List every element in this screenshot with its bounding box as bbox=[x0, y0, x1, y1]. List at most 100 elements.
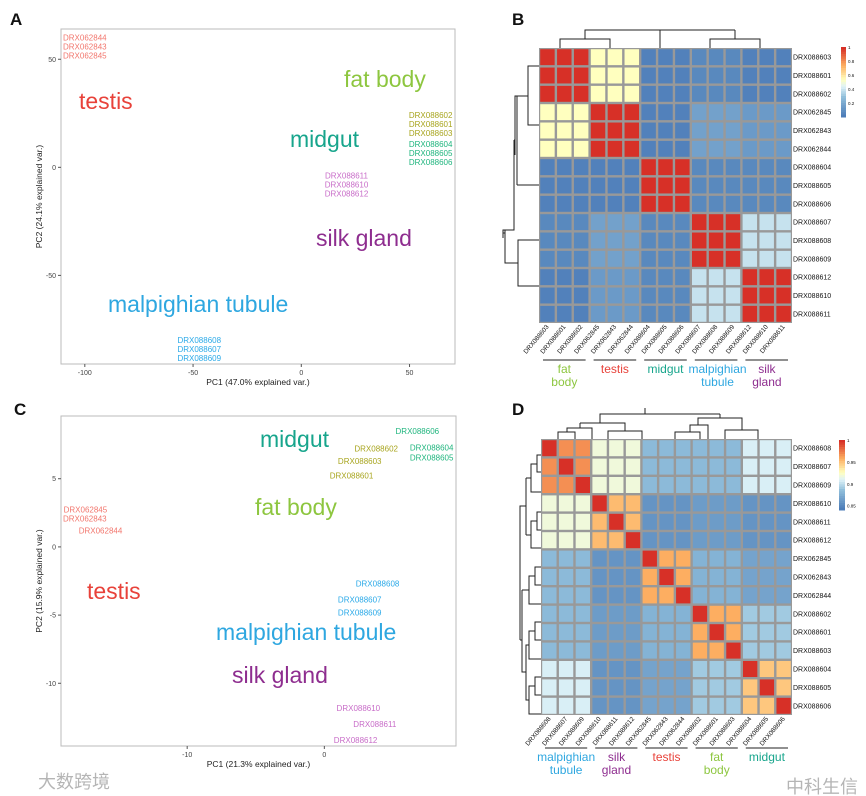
colorbar-tick-label: 0.9 bbox=[847, 482, 854, 487]
heatmap-cell bbox=[725, 159, 741, 176]
heatmap-cell bbox=[557, 305, 572, 322]
y-tick-label: -50 bbox=[46, 273, 56, 280]
heatmap-cell bbox=[557, 232, 572, 249]
heatmap-cell bbox=[573, 305, 589, 322]
heatmap-cell bbox=[776, 697, 791, 714]
heatmap-cell bbox=[592, 477, 607, 493]
colorbar-segment bbox=[841, 56, 846, 60]
heatmap-cell bbox=[659, 624, 674, 641]
heatmap-cell bbox=[625, 532, 641, 549]
annotation-a-malpighian-tubule: malpighian tubule bbox=[108, 291, 289, 317]
heatmap-cell bbox=[692, 269, 707, 286]
heatmap-cell bbox=[609, 477, 624, 493]
heatmap-cell bbox=[575, 642, 590, 659]
heatmap-cell bbox=[675, 195, 690, 212]
colorbar-segment bbox=[839, 442, 845, 446]
colorbar-segment bbox=[841, 82, 846, 85]
heatmap-cell bbox=[725, 67, 741, 84]
heatmap-cell bbox=[540, 67, 555, 84]
row-label: DRX088612 bbox=[793, 275, 831, 282]
heatmap-cell bbox=[573, 177, 589, 194]
heatmap-cell bbox=[642, 550, 657, 567]
x-axis-label: PC1 (47.0% explained var.) bbox=[206, 377, 310, 387]
y-axis-label: PC2 (24.1% explained var.) bbox=[34, 145, 44, 249]
heatmap-cell bbox=[607, 305, 623, 322]
point-label-drx062845: DRX062845 bbox=[64, 505, 108, 514]
heatmap-cell bbox=[776, 214, 791, 231]
row-label: DRX088612 bbox=[793, 538, 831, 545]
heatmap-cell bbox=[743, 550, 758, 567]
heatmap-cell bbox=[676, 697, 691, 714]
heatmap-cell bbox=[659, 679, 674, 696]
point-label-drx088606: DRX088606 bbox=[409, 158, 453, 167]
annotation-a-silk-gland: silk gland bbox=[316, 225, 412, 251]
colorbar-segment bbox=[841, 93, 846, 97]
heatmap-cell bbox=[708, 85, 724, 102]
heatmap-cell bbox=[725, 214, 741, 231]
heatmap-cell bbox=[558, 495, 574, 512]
heatmap-cell bbox=[675, 305, 690, 322]
group-label-line: gland bbox=[752, 374, 782, 389]
heatmap-cell bbox=[557, 269, 572, 286]
panel-letter-d: D bbox=[512, 400, 525, 419]
group-label-line: body bbox=[703, 762, 730, 777]
heatmap-cell bbox=[625, 440, 641, 457]
colorbar-segment bbox=[839, 470, 845, 474]
heatmap-cell bbox=[726, 513, 741, 530]
row-label: DRX088605 bbox=[793, 183, 831, 190]
heatmap-cell bbox=[592, 550, 607, 567]
group-label-line: midgut bbox=[748, 750, 785, 764]
heatmap-cell bbox=[540, 250, 555, 267]
heatmap-cell bbox=[658, 214, 673, 231]
heatmap-cell bbox=[642, 513, 657, 530]
heatmap-cell bbox=[708, 122, 724, 139]
heatmap-cell bbox=[542, 605, 557, 622]
group-label-line: silk bbox=[758, 362, 776, 376]
colorbar-segment bbox=[841, 98, 846, 102]
heatmap-cell bbox=[776, 513, 791, 530]
heatmap-cell bbox=[573, 195, 589, 212]
colorbar-tick-label: 1 bbox=[847, 438, 850, 443]
colorbar-segment bbox=[841, 107, 846, 111]
colorbar-segment bbox=[839, 449, 845, 453]
point-label-drx088607: DRX088607 bbox=[338, 596, 382, 605]
heatmap-cell bbox=[592, 642, 607, 659]
heatmap-cell bbox=[542, 679, 557, 696]
heatmap-cell bbox=[625, 605, 641, 622]
point-label-drx088609: DRX088609 bbox=[338, 609, 382, 618]
heatmap-cell bbox=[607, 177, 623, 194]
plot-area-a bbox=[60, 28, 456, 365]
heatmap-cell bbox=[557, 287, 572, 304]
heatmap-cell bbox=[658, 49, 673, 66]
group-label-midgut: midgut bbox=[749, 751, 785, 764]
heatmap-cell bbox=[658, 104, 673, 121]
heatmap-cell bbox=[575, 513, 590, 530]
heatmap-cell bbox=[573, 122, 589, 139]
group-label-line: silk bbox=[607, 750, 626, 764]
heatmap-cell bbox=[692, 642, 708, 659]
heatmap-cell bbox=[676, 679, 691, 696]
point-label-drx088602: DRX088602 bbox=[409, 111, 453, 120]
heatmap-cell bbox=[708, 195, 724, 212]
colorbar-segment bbox=[839, 447, 845, 450]
heatmap-cell bbox=[642, 532, 657, 549]
row-label: DRX088606 bbox=[793, 703, 831, 710]
heatmap-cell bbox=[676, 569, 691, 585]
heatmap-cell bbox=[624, 214, 639, 231]
colorbar-segment bbox=[839, 444, 845, 448]
heatmap-cell bbox=[573, 104, 589, 121]
heatmap-cell bbox=[590, 214, 606, 231]
heatmap-cell bbox=[709, 513, 724, 530]
heatmap-cell bbox=[692, 697, 708, 714]
heatmap-cell bbox=[575, 440, 590, 457]
heatmap-cell bbox=[590, 195, 606, 212]
heatmap-cell bbox=[776, 67, 791, 84]
heatmap-cell bbox=[742, 287, 758, 304]
heatmap-cell bbox=[590, 67, 606, 84]
heatmap-cell bbox=[692, 587, 708, 604]
group-label-silk: silk gland bbox=[602, 751, 631, 776]
colorbar-segment bbox=[839, 465, 845, 469]
group-label-line: fat bbox=[557, 362, 571, 376]
heatmap-cell bbox=[592, 513, 607, 530]
group-label-line: malpighian bbox=[688, 362, 747, 376]
